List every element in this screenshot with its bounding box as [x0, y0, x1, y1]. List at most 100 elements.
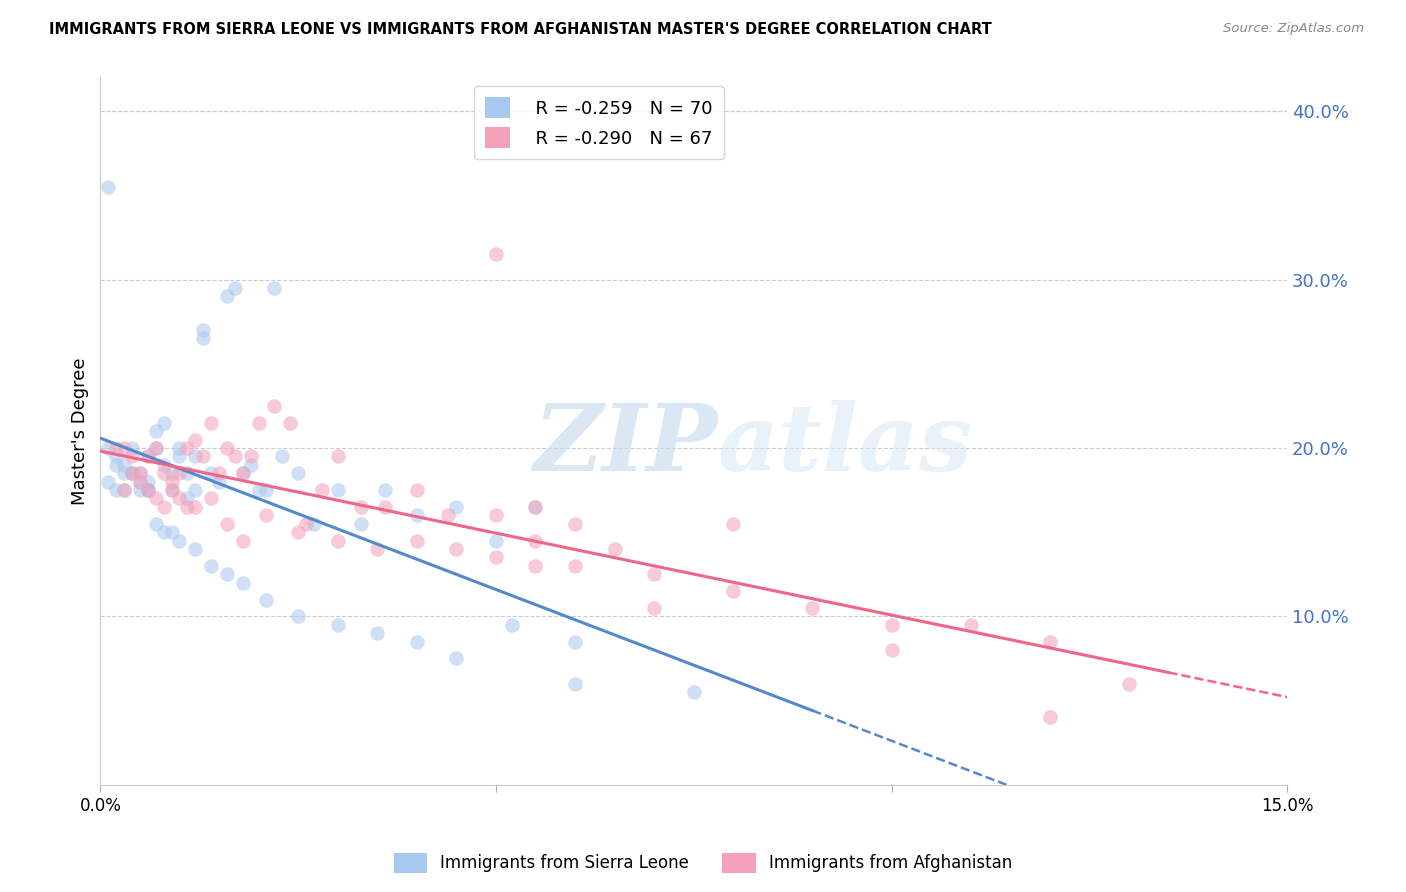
Point — [97, 475, 120, 489]
Point — [169, 533, 191, 548]
Point — [160, 475, 183, 489]
Point — [105, 458, 128, 472]
Point — [603, 541, 626, 556]
Point — [145, 424, 167, 438]
Point — [682, 685, 704, 699]
Point — [136, 483, 159, 497]
Point — [129, 475, 152, 489]
Point — [326, 450, 349, 464]
Text: Source: ZipAtlas.com: Source: ZipAtlas.com — [1223, 22, 1364, 36]
Point — [446, 541, 468, 556]
Point — [169, 491, 191, 506]
Point — [232, 533, 254, 548]
Point — [880, 617, 903, 632]
Point — [366, 541, 388, 556]
Point — [160, 466, 183, 480]
Point — [271, 450, 294, 464]
Point — [287, 525, 309, 540]
Point — [160, 525, 183, 540]
Point — [564, 634, 586, 648]
Point — [374, 500, 396, 514]
Point — [184, 450, 207, 464]
Point — [200, 491, 222, 506]
Point — [152, 458, 174, 472]
Point — [232, 466, 254, 480]
Point — [256, 508, 278, 523]
Point — [112, 483, 135, 497]
Point — [176, 466, 198, 480]
Point — [326, 617, 349, 632]
Point — [247, 416, 270, 430]
Point — [112, 458, 135, 472]
Point — [247, 483, 270, 497]
Point — [256, 483, 278, 497]
Point — [287, 466, 309, 480]
Point — [564, 676, 586, 690]
Point — [136, 450, 159, 464]
Point — [121, 441, 143, 455]
Point — [278, 416, 301, 430]
Point — [405, 634, 427, 648]
Point — [405, 533, 427, 548]
Point — [524, 500, 547, 514]
Point — [169, 450, 191, 464]
Point — [256, 592, 278, 607]
Point — [184, 433, 207, 447]
Point — [129, 475, 152, 489]
Point — [105, 483, 128, 497]
Point — [200, 558, 222, 573]
Point — [485, 508, 508, 523]
Point — [232, 575, 254, 590]
Point — [193, 331, 215, 345]
Point — [121, 466, 143, 480]
Point — [136, 450, 159, 464]
Point — [485, 533, 508, 548]
Point — [145, 516, 167, 531]
Point — [239, 458, 262, 472]
Point — [97, 441, 120, 455]
Point — [326, 533, 349, 548]
Point — [215, 516, 238, 531]
Point — [184, 483, 207, 497]
Point — [524, 558, 547, 573]
Point — [232, 466, 254, 480]
Point — [121, 466, 143, 480]
Point — [350, 516, 373, 531]
Point — [193, 450, 215, 464]
Point — [152, 416, 174, 430]
Point — [145, 491, 167, 506]
Point — [374, 483, 396, 497]
Point — [263, 281, 285, 295]
Point — [215, 289, 238, 303]
Point — [1039, 634, 1062, 648]
Legend: Immigrants from Sierra Leone, Immigrants from Afghanistan: Immigrants from Sierra Leone, Immigrants… — [387, 847, 1019, 880]
Point — [295, 516, 318, 531]
Point — [193, 323, 215, 337]
Point — [350, 500, 373, 514]
Point — [224, 450, 246, 464]
Point — [160, 483, 183, 497]
Point — [176, 500, 198, 514]
Point — [145, 441, 167, 455]
Point — [564, 558, 586, 573]
Point — [129, 483, 152, 497]
Point — [880, 643, 903, 657]
Point — [366, 626, 388, 640]
Point — [302, 516, 325, 531]
Point — [184, 541, 207, 556]
Text: atlas: atlas — [717, 401, 973, 491]
Point — [263, 399, 285, 413]
Point — [485, 550, 508, 565]
Point — [801, 601, 824, 615]
Point — [501, 617, 523, 632]
Point — [112, 466, 135, 480]
Point — [215, 567, 238, 582]
Point — [160, 483, 183, 497]
Point — [208, 475, 231, 489]
Point — [136, 475, 159, 489]
Point — [152, 525, 174, 540]
Point — [169, 441, 191, 455]
Point — [105, 450, 128, 464]
Y-axis label: Master's Degree: Master's Degree — [72, 358, 89, 505]
Legend:   R = -0.259   N = 70,   R = -0.290   N = 67: R = -0.259 N = 70, R = -0.290 N = 67 — [474, 87, 724, 159]
